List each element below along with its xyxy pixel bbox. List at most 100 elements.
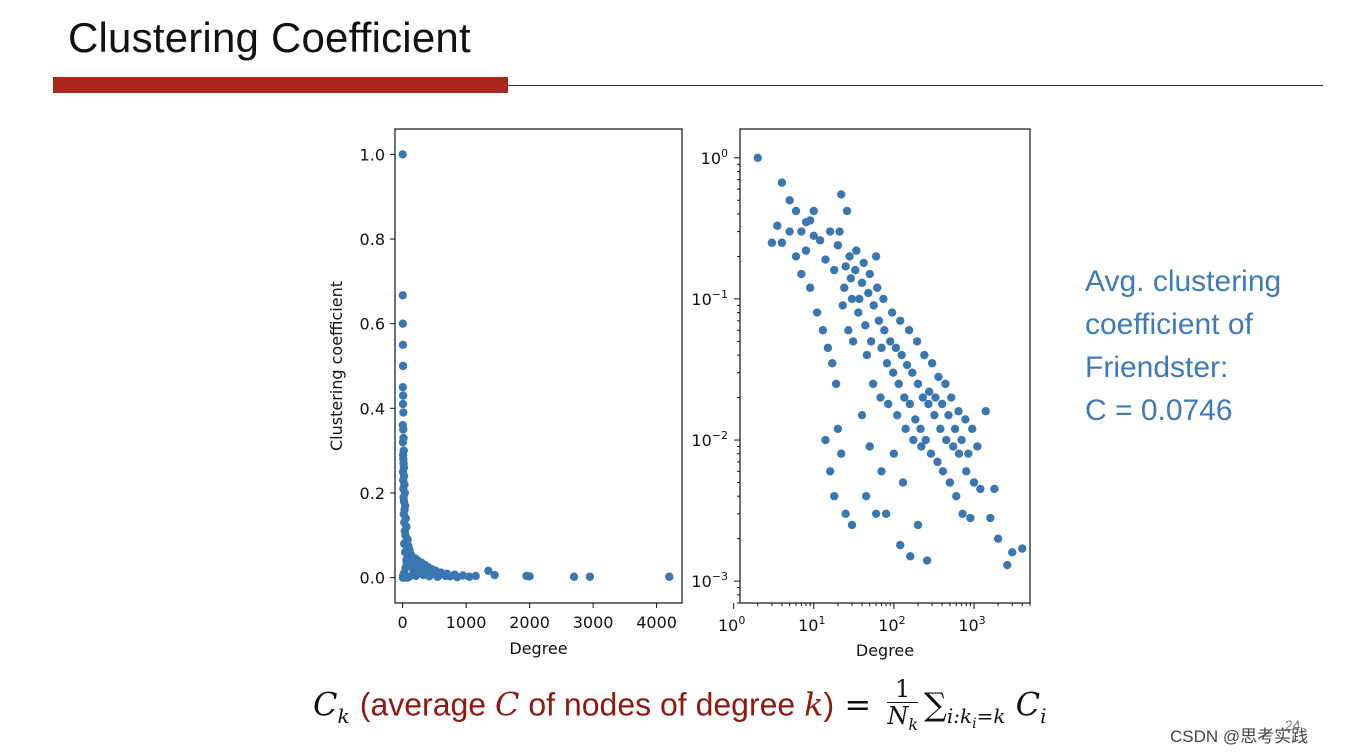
data-point [840,283,849,292]
data-point [861,321,870,330]
data-point [924,399,933,409]
data-point [901,424,910,434]
y-tick-label: 0.6 [360,315,385,334]
data-point [484,566,493,576]
data-point [993,534,1003,543]
data-point [841,509,850,519]
fraction-den-subscript: k [908,714,919,734]
data-point [957,435,966,445]
sum-subscript-inner: i [972,715,977,732]
title-accent-bar [53,77,508,93]
data-point [913,379,923,389]
title-underline-rule [508,85,1323,86]
data-point [825,467,835,476]
data-point [821,435,830,445]
data-point [924,387,934,396]
data-point [833,424,843,434]
data-point [665,572,674,581]
formula-term-symbol: C [1015,685,1041,724]
data-point [830,491,839,501]
data-point [585,572,595,581]
data-point [990,484,999,494]
data-point [916,424,925,434]
data-point [805,283,815,292]
note-line-2: coefficient of [1085,308,1253,341]
formula-fraction: 1 Nk [887,676,919,738]
data-point [962,467,971,476]
data-point [868,379,878,389]
formula-equals: = [834,685,882,724]
sum-subscript: i:ki=k [946,703,1006,732]
fraction-numerator: 1 [887,676,919,703]
right-plot-frame [739,128,1031,604]
data-point [917,442,926,451]
data-point [525,572,534,581]
data-point [398,150,407,159]
data-point [958,509,967,519]
data-point [471,571,480,581]
x-axis-label: Degree [509,639,567,658]
data-point [881,509,891,519]
data-point [968,424,977,434]
data-point [877,343,886,353]
data-point [871,252,881,261]
data-point [876,393,885,402]
data-point [857,278,867,288]
data-point [398,437,408,447]
data-point [877,467,886,476]
data-point [912,337,922,346]
data-point [896,316,905,325]
x-tick-label: 103 [958,614,985,635]
data-point [1018,544,1027,553]
data-point [886,337,895,346]
log-log-scatter-plot: 100 101 102 103 100 10−1 10−2 10−3 Degree [691,128,1031,660]
data-point [773,221,782,230]
data-point [889,449,899,458]
data-point [490,570,499,580]
data-point [767,238,777,247]
data-point [882,359,892,368]
x-tick-label: 1000 [446,613,487,632]
data-point [937,399,947,409]
data-point [904,326,914,335]
avg-clustering-note: Avg. clustering coefficient of Friendste… [1085,260,1345,432]
y-tick-label: 0.0 [360,569,385,588]
data-point [830,265,839,275]
data-point [844,326,853,335]
data-point [944,410,953,420]
data-point [859,258,868,268]
data-point [399,425,408,434]
data-point [809,231,818,241]
data-point [845,252,854,261]
data-point [873,283,882,292]
data-point [926,449,936,458]
data-point [838,301,847,310]
data-point [894,379,903,389]
data-point [862,350,872,360]
data-point [791,252,801,261]
data-point [949,442,958,451]
data-point [837,190,846,199]
data-point [938,467,948,476]
data-point [936,424,945,434]
data-point [966,513,975,523]
data-point [831,379,841,389]
data-point [847,294,857,304]
data-point [785,196,794,205]
data-point [961,415,970,424]
y-tick-label: 0.4 [360,399,385,418]
data-point [857,410,867,420]
data-point [797,269,806,279]
data-point [879,294,888,304]
x-axis-label: Degree [856,641,914,660]
sum-subscript-head: i:k [946,703,973,728]
data-point [821,255,830,264]
data-point [897,350,906,360]
data-point [927,359,937,368]
data-point [398,361,408,371]
data-point [909,435,918,445]
data-point [825,227,835,236]
y-tick-label: 0.8 [360,230,385,249]
data-point [869,301,878,310]
data-point [930,410,939,420]
